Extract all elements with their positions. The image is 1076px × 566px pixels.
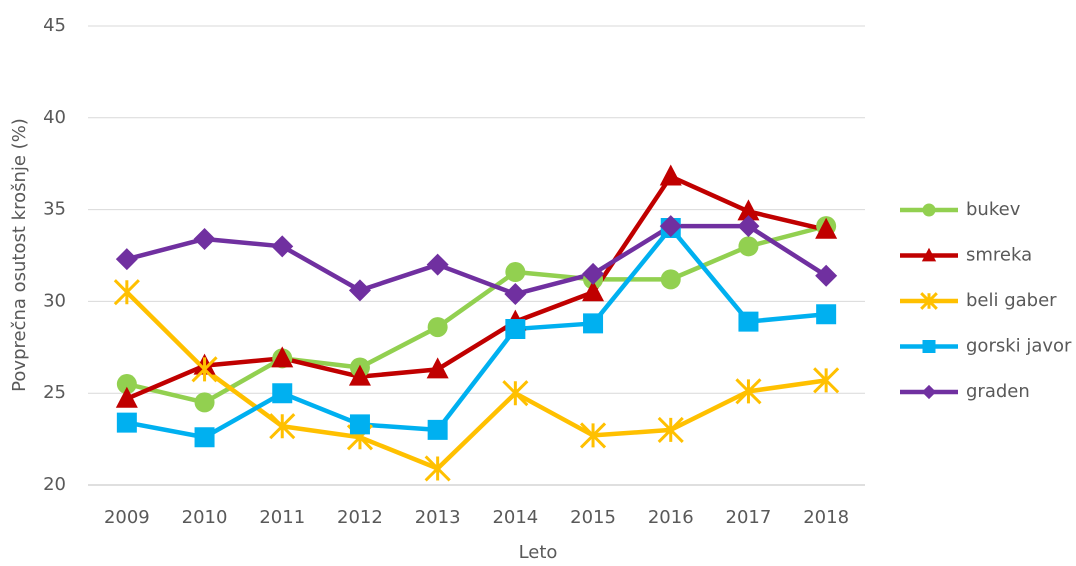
legend-marker xyxy=(920,292,938,310)
legend-marker xyxy=(921,247,937,262)
marker xyxy=(348,279,371,302)
marker xyxy=(113,279,140,306)
legend-marker xyxy=(922,203,936,217)
legend-label: graden xyxy=(966,381,1030,402)
marker xyxy=(193,227,216,250)
marker xyxy=(659,164,682,186)
y-tick-label: 30 xyxy=(43,290,66,311)
marker xyxy=(269,413,296,440)
marker xyxy=(583,313,604,334)
marker xyxy=(737,215,760,238)
legend-label: bukev xyxy=(966,199,1021,220)
marker xyxy=(815,264,838,287)
marker xyxy=(502,380,529,407)
legend-marker xyxy=(922,340,936,353)
marker xyxy=(815,217,838,239)
legend-label: beli gaber xyxy=(966,290,1057,311)
x-tick-label: 2009 xyxy=(104,507,150,528)
x-tick-label: 2010 xyxy=(182,507,228,528)
marker xyxy=(427,317,448,338)
marker xyxy=(737,199,760,221)
y-tick-label: 45 xyxy=(43,15,66,36)
marker xyxy=(191,356,218,383)
x-tick-label: 2018 xyxy=(803,507,849,528)
y-tick-label: 35 xyxy=(43,199,66,220)
legend-label: smreka xyxy=(966,245,1032,266)
legend-label: gorski javor xyxy=(966,336,1072,357)
marker xyxy=(738,311,759,332)
marker xyxy=(504,283,527,306)
marker xyxy=(582,280,605,302)
marker xyxy=(426,357,449,379)
marker xyxy=(582,262,605,285)
marker xyxy=(426,253,449,276)
x-tick-label: 2012 xyxy=(337,507,383,528)
marker xyxy=(427,419,448,440)
marker xyxy=(115,386,138,408)
marker xyxy=(271,346,294,368)
series-line xyxy=(126,225,827,440)
marker xyxy=(272,383,293,404)
series-line xyxy=(126,223,827,405)
marker xyxy=(349,414,370,435)
marker xyxy=(194,392,215,413)
y-tick-label: 25 xyxy=(43,382,66,403)
x-tick-label: 2013 xyxy=(415,507,461,528)
marker xyxy=(659,215,682,238)
series-line xyxy=(125,290,827,471)
series-line xyxy=(125,174,827,401)
marker xyxy=(348,364,371,386)
marker xyxy=(816,304,837,325)
x-tick-label: 2015 xyxy=(570,507,616,528)
x-tick-label: 2011 xyxy=(259,507,305,528)
marker xyxy=(738,236,759,257)
marker xyxy=(657,416,684,443)
legend-marker xyxy=(921,384,937,400)
y-axis-label: Povprečna osutost krošnje (%) xyxy=(9,118,30,392)
x-axis-label: Leto xyxy=(519,542,558,563)
x-tick-label: 2017 xyxy=(726,507,772,528)
y-tick-label: 20 xyxy=(43,474,66,495)
marker xyxy=(116,412,137,433)
marker xyxy=(115,248,138,271)
marker xyxy=(505,318,526,339)
x-tick-label: 2014 xyxy=(492,507,538,528)
marker xyxy=(194,427,215,448)
marker xyxy=(424,455,451,482)
marker xyxy=(813,367,840,394)
y-tick-label: 40 xyxy=(43,107,66,128)
marker xyxy=(579,422,607,449)
marker xyxy=(271,235,294,258)
marker xyxy=(116,374,137,395)
marker xyxy=(660,269,681,290)
marker xyxy=(505,262,526,283)
marker xyxy=(735,378,762,405)
series-line xyxy=(126,223,828,297)
x-tick-label: 2016 xyxy=(648,507,694,528)
